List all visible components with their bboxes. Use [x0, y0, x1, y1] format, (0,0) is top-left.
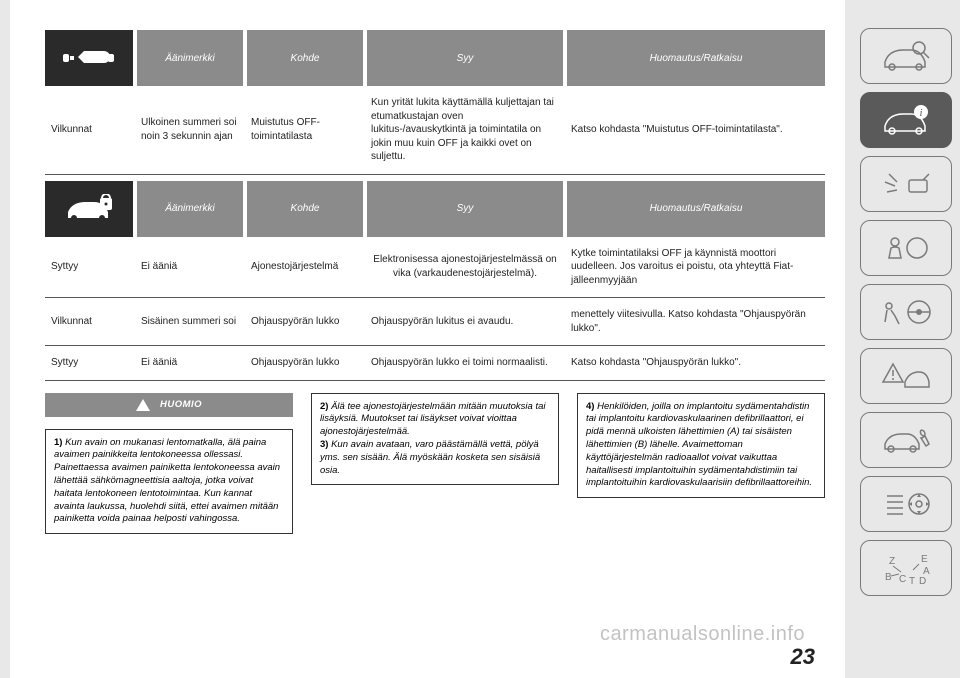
huomio-header: HUOMIO — [45, 393, 293, 417]
svg-text:T: T — [909, 576, 915, 586]
car-key-icon — [45, 30, 133, 86]
warning-triangle-icon — [136, 399, 150, 411]
cell: Ohjauspyörän lukko ei toimi normaalisti. — [365, 346, 565, 381]
cell: Ei ääniä — [135, 237, 245, 298]
cell: Ajonestojärjestelmä — [245, 237, 365, 298]
watermark: carmanualsonline.info — [600, 623, 805, 646]
col-kohde: Kohde — [245, 181, 365, 237]
notice-text: Henkilöiden, joilla on implantoitu sydäm… — [586, 401, 812, 489]
warning-car-icon[interactable] — [860, 348, 952, 404]
cell: Vilkunnat — [45, 298, 135, 346]
col-huomautus: Huomautus/Ratkaisu — [565, 181, 825, 237]
notice-text: Kun avain avataan, varo päästämällä vett… — [320, 439, 540, 476]
warning-col-2: 2) Älä tee ajonestojärjestelmään mitään … — [311, 393, 559, 535]
col-kohde: Kohde — [245, 30, 365, 86]
cell: Ei ääniä — [135, 346, 245, 381]
warning-notes-row: HUOMIO 1) Kun avain on mukanasi lentomat… — [45, 393, 825, 535]
col-huomautus: Huomautus/Ratkaisu — [565, 30, 825, 86]
notice-4: 4) Henkilöiden, joilla on implantoitu sy… — [577, 393, 825, 499]
table1-icon-header — [45, 30, 135, 86]
lights-icon[interactable] — [860, 156, 952, 212]
spec-icon[interactable] — [860, 476, 952, 532]
notice-2-3: 2) Älä tee ajonestojärjestelmään mitään … — [311, 393, 559, 486]
svg-text:E: E — [921, 554, 928, 565]
car-lock-icon — [45, 181, 133, 237]
airbag-icon[interactable] — [860, 220, 952, 276]
cell: menettely viitesivulla. Katso kohdasta "… — [565, 298, 825, 346]
cell: Katso kohdasta "Ohjauspyörän lukko". — [565, 346, 825, 381]
search-car-icon[interactable] — [860, 28, 952, 84]
warning-col-1: HUOMIO 1) Kun avain on mukanasi lentomat… — [45, 393, 293, 535]
warning-table-2: Äänimerkki Kohde Syy Huomautus/Ratkaisu … — [45, 181, 825, 381]
notice-text: Älä tee ajonestojärjestelmään mitään muu… — [320, 401, 546, 438]
cell: Kytke toimintatilaksi OFF ja käynnistä m… — [565, 237, 825, 298]
table2-icon-header — [45, 181, 135, 237]
steering-icon[interactable] — [860, 284, 952, 340]
huomio-title: HUOMIO — [160, 399, 202, 410]
cell: Ohjauspyörän lukitus ei avaudu. — [365, 298, 565, 346]
svg-text:C: C — [899, 574, 906, 585]
page-content: Äänimerkki Kohde Syy Huomautus/Ratkaisu … — [10, 0, 845, 534]
cell: Muistutus OFF-toimintatilasta — [245, 86, 365, 174]
notice-1: 1) Kun avain on mukanasi lentomatkalla, … — [45, 429, 293, 535]
page-number: 23 — [791, 644, 815, 670]
svg-text:i: i — [919, 107, 922, 119]
table-row: Syttyy Ei ääniä Ohjauspyörän lukko Ohjau… — [45, 346, 825, 381]
cell: Syttyy — [45, 346, 135, 381]
warning-table-1: Äänimerkki Kohde Syy Huomautus/Ratkaisu … — [45, 30, 825, 175]
col-syy: Syy — [365, 30, 565, 86]
cell: Ohjauspyörän lukko — [245, 346, 365, 381]
table-row: Syttyy Ei ääniä Ajonestojärjestelmä Elek… — [45, 237, 825, 298]
table-row: Vilkunnat Sisäinen summeri soi Ohjauspyö… — [45, 298, 825, 346]
cell: Ohjauspyörän lukko — [245, 298, 365, 346]
section-sidebar: i ZEBACDT — [860, 28, 952, 604]
svg-text:Z: Z — [889, 556, 895, 567]
manual-page: Äänimerkki Kohde Syy Huomautus/Ratkaisu … — [10, 0, 845, 678]
col-aanimerkki: Äänimerkki — [135, 181, 245, 237]
cell: Vilkunnat — [45, 86, 135, 174]
cell: Syttyy — [45, 237, 135, 298]
svg-text:D: D — [919, 576, 926, 586]
cell: Sisäinen summeri soi — [135, 298, 245, 346]
svg-text:B: B — [885, 572, 892, 583]
service-icon[interactable] — [860, 412, 952, 468]
notice-text: Kun avain on mukanasi lentomatkalla, älä… — [54, 437, 280, 525]
cell: Elektronisessa ajonestojärjestelmässä on… — [365, 237, 565, 298]
warning-col-3: 4) Henkilöiden, joilla on implantoitu sy… — [577, 393, 825, 535]
index-icon[interactable]: ZEBACDT — [860, 540, 952, 596]
table-row: Vilkunnat Ulkoinen summeri soi noin 3 se… — [45, 86, 825, 174]
cell: Ulkoinen summeri soi noin 3 sekunnin aja… — [135, 86, 245, 174]
col-aanimerkki: Äänimerkki — [135, 30, 245, 86]
cell: Katso kohdasta "Muistutus OFF-toimintati… — [565, 86, 825, 174]
cell: Kun yrität lukita käyttämällä kuljettaja… — [365, 86, 565, 174]
car-info-icon[interactable]: i — [860, 92, 952, 148]
col-syy: Syy — [365, 181, 565, 237]
